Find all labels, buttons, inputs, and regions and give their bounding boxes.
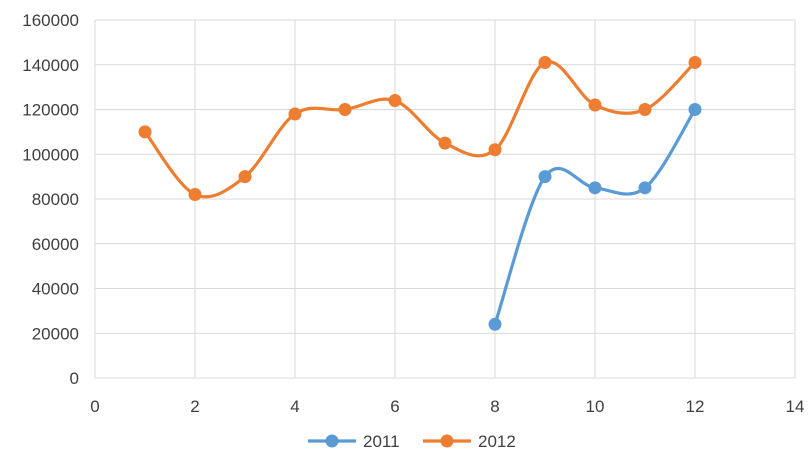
- data-point: [338, 103, 352, 116]
- data-point: [188, 188, 202, 202]
- y-tick-label: 0: [70, 369, 79, 388]
- data-point: [688, 56, 702, 70]
- data-point: [588, 98, 602, 112]
- y-tick-label: 120000: [22, 101, 79, 120]
- x-tick-label: 4: [290, 397, 299, 416]
- x-tick-label: 14: [786, 397, 805, 416]
- x-tick-label: 2: [190, 397, 199, 416]
- legend-label: 2012: [478, 432, 516, 451]
- series-line: [143, 60, 697, 199]
- data-point: [288, 107, 302, 121]
- data-point: [138, 125, 152, 139]
- legend-marker: [440, 434, 454, 448]
- data-point: [638, 103, 652, 116]
- data-point: [538, 170, 552, 184]
- data-point: [588, 181, 602, 195]
- y-tick-label: 20000: [32, 324, 79, 343]
- x-tick-label: 10: [586, 397, 605, 416]
- y-tick-label: 60000: [32, 235, 79, 254]
- data-point: [238, 170, 252, 184]
- series-line: [493, 107, 697, 326]
- y-tick-label: 160000: [22, 11, 79, 30]
- legend: 2011 2012: [308, 432, 516, 451]
- data-point: [488, 143, 502, 157]
- plot-area: [138, 56, 702, 331]
- x-tick-label: 6: [390, 397, 399, 416]
- legend-marker: [325, 434, 339, 448]
- y-tick-label: 80000: [32, 190, 79, 209]
- data-point: [388, 94, 402, 108]
- x-tick-label: 0: [90, 397, 99, 416]
- y-tick-label: 40000: [32, 280, 79, 299]
- x-tick-label: 8: [490, 397, 499, 416]
- legend-label: 2011: [363, 432, 400, 451]
- x-tick-label: 12: [686, 397, 705, 416]
- y-tick-label: 100000: [22, 145, 79, 164]
- legend-item-2012: 2012: [423, 432, 516, 451]
- data-point: [538, 56, 552, 70]
- data-point: [638, 181, 652, 195]
- legend-item-2011: 2011: [308, 432, 400, 451]
- data-point: [438, 136, 452, 150]
- axes: 0 20000 40000 60000 80000 100000 120000 140000 1…: [22, 11, 804, 416]
- y-tick-label: 140000: [22, 56, 79, 75]
- series-2011: [488, 103, 702, 331]
- data-point: [688, 103, 702, 116]
- series-2012: [138, 56, 702, 202]
- grid: [94, 19, 796, 379]
- data-point: [488, 317, 502, 331]
